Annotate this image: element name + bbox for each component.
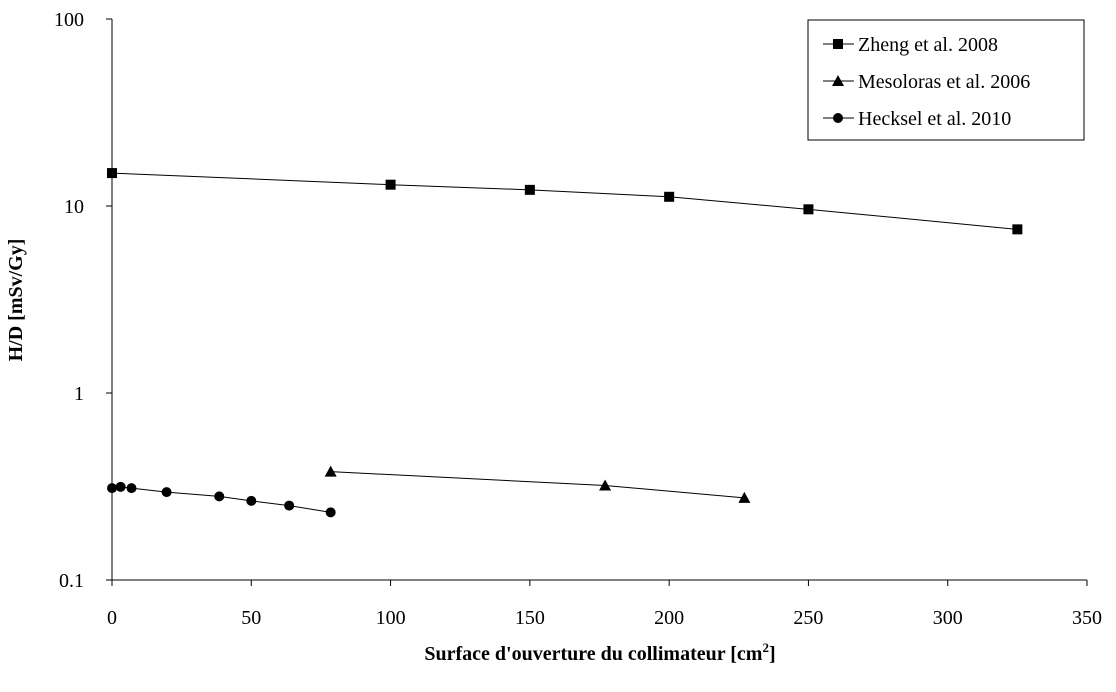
data-point-circle (325, 507, 336, 518)
legend: Zheng et al. 2008 Mesoloras et al. 2006 He… (807, 19, 1085, 141)
data-point-triangle (738, 491, 751, 503)
x-tick-label: 0 (107, 607, 117, 629)
x-tick-label: 200 (654, 607, 684, 629)
series-mesoloras-et-al-2006 (324, 465, 751, 503)
x-tick-label: 150 (515, 607, 545, 629)
data-point-circle (214, 491, 225, 502)
data-point-triangle (324, 465, 337, 477)
data-point-square (107, 168, 117, 179)
series-hecksel-et-al-2010 (107, 481, 336, 518)
y-tick-label: 10 (64, 196, 84, 218)
series (107, 168, 1023, 518)
legend-marker-square (833, 39, 843, 49)
y-tick-label: 1 (74, 383, 84, 405)
legend-item: Hecksel et al. 2010 (823, 108, 1011, 130)
x-tick-label: 250 (793, 607, 823, 629)
x-tick-label: 300 (933, 607, 963, 629)
legend-label: Zheng et al. 2008 (858, 34, 998, 56)
x-tick-label: 350 (1072, 607, 1102, 629)
legend-item: Mesoloras et al. 2006 (823, 71, 1030, 93)
data-point-square (664, 191, 675, 202)
data-point-circle (246, 495, 257, 506)
ticks: 0 50 100 150 200 250 300 350 0.1 1 10 100 (54, 9, 1102, 629)
y-tick-label: 100 (54, 9, 84, 31)
y-tick-label: 0.1 (59, 570, 84, 592)
legend-marker-triangle (832, 75, 844, 86)
x-axis-title-superscript: 2 (762, 640, 769, 655)
legend-marker-circle (833, 113, 843, 123)
x-axis-title-main: Surface d'ouverture du collimateur [cm (424, 643, 762, 665)
legend-item: Zheng et al. 2008 (823, 34, 998, 56)
legend-box (807, 19, 1085, 141)
data-point-square (803, 204, 814, 215)
series-line (111, 172, 1018, 230)
y-axis-title: H/D [mSv/Gy] (5, 239, 27, 362)
legend-label: Hecksel et al. 2010 (858, 108, 1011, 130)
x-tick-label: 50 (241, 607, 261, 629)
series-zheng-et-al-2008 (107, 168, 1023, 235)
legend-label: Mesoloras et al. 2006 (858, 71, 1030, 93)
data-point-triangle (599, 479, 612, 491)
data-point-circle (126, 483, 137, 494)
data-point-circle (284, 500, 295, 511)
series-line (330, 471, 745, 499)
data-point-circle (161, 487, 172, 498)
x-tick-label: 100 (376, 607, 406, 629)
x-axis-title: Surface d'ouverture du collimateur [cm2] (424, 640, 775, 665)
data-point-square (524, 184, 535, 195)
x-axis-title-end: ] (769, 643, 776, 665)
data-point-square (385, 179, 396, 190)
data-point-square (1012, 224, 1023, 235)
data-point-circle (115, 481, 126, 492)
data-point-circle (107, 483, 117, 494)
